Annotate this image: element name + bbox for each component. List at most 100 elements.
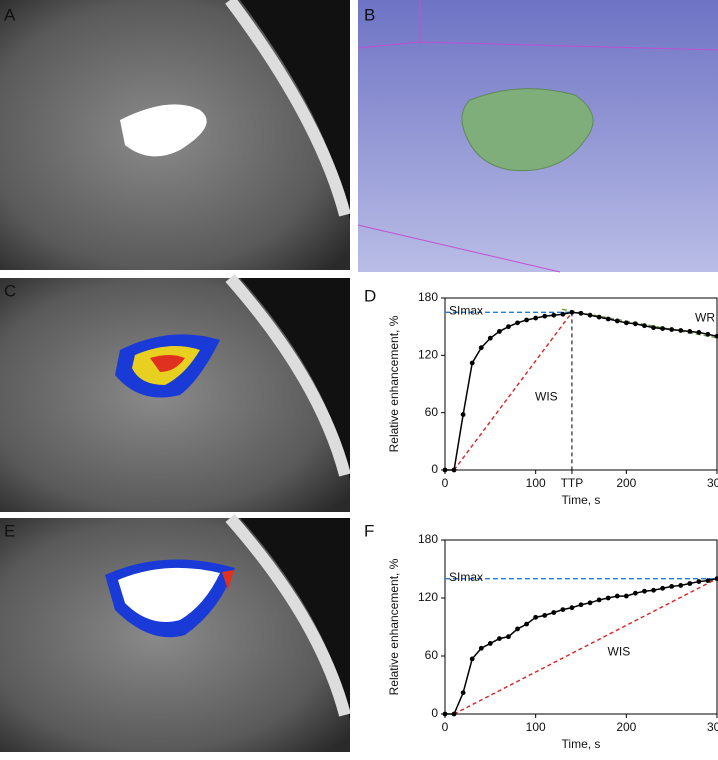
data-point (442, 711, 448, 717)
data-point (524, 317, 529, 323)
data-point (442, 467, 448, 473)
panel-label: E (4, 521, 15, 540)
data-point (596, 314, 602, 320)
data-point (560, 607, 566, 612)
peak-label: SImax (449, 304, 483, 318)
data-point (687, 329, 693, 334)
mri-image (0, 274, 351, 512)
panel-label: F (364, 521, 374, 540)
panel-label: A (4, 5, 16, 24)
data-point (678, 583, 684, 588)
data-line (445, 311, 718, 471)
x-tick-label: 300 (707, 476, 718, 490)
data-point (542, 613, 548, 618)
x-axis-label: Time, s (562, 493, 601, 507)
plot-frame (444, 539, 718, 715)
data-point (633, 590, 638, 596)
data-point (596, 597, 602, 603)
x-axis-label: Time, s (562, 737, 601, 751)
x-tick-label: TTP (561, 476, 584, 490)
data-point (451, 711, 457, 717)
y-axis-label: Relative enhancement, % (387, 558, 401, 695)
y-axis-label: Relative enhancement, % (387, 315, 401, 452)
y-tick-label: 0 (431, 706, 438, 720)
data-point (669, 584, 675, 589)
y-tick-label: 180 (418, 532, 438, 546)
data-point (478, 645, 484, 651)
x-tick-label: 300 (707, 720, 718, 734)
data-point (515, 626, 520, 632)
panel-label: C (4, 281, 16, 300)
data-point (605, 316, 611, 322)
data-point (714, 576, 718, 582)
data-point (696, 330, 702, 335)
data-point (660, 585, 665, 591)
x-tick-label: 0 (442, 720, 449, 734)
y-tick-label: 60 (425, 405, 439, 419)
data-point (506, 324, 511, 330)
peak-label: SImax (449, 570, 483, 584)
data-point (614, 593, 620, 599)
mri-image (0, 514, 351, 752)
wash-in-line (453, 311, 573, 471)
wash-in-label: WIS (608, 645, 631, 659)
y-tick-label: 60 (425, 648, 439, 662)
wash-out-label: WR (695, 310, 715, 324)
data-point (578, 310, 584, 316)
data-point (642, 588, 647, 594)
data-point (560, 311, 566, 317)
data-point (487, 641, 493, 646)
data-point (605, 595, 611, 601)
wash-in-label: WIS (535, 389, 558, 403)
data-point (515, 320, 520, 326)
data-point (587, 600, 593, 606)
data-point (651, 587, 656, 593)
data-point (497, 636, 502, 641)
data-point (614, 318, 620, 324)
data-point (469, 360, 475, 366)
data-point (651, 325, 656, 331)
y-tick-label: 0 (431, 462, 438, 476)
wash-in-line (453, 578, 718, 715)
data-line (445, 577, 718, 715)
data-point (587, 312, 593, 318)
data-point (451, 467, 457, 473)
data-point (460, 690, 466, 696)
data-point (542, 313, 548, 319)
data-point (478, 345, 484, 351)
data-point (533, 614, 539, 620)
data-point (642, 323, 647, 329)
x-tick-label: 0 (442, 476, 449, 490)
data-point (705, 331, 711, 337)
data-point (714, 333, 718, 339)
mri-image (0, 0, 351, 270)
panel-label: B (364, 5, 375, 24)
3d-render (357, 0, 718, 273)
panel-label: D (364, 286, 376, 305)
data-point (469, 656, 475, 662)
data-point (687, 581, 693, 586)
data-point (487, 335, 493, 341)
data-point (578, 602, 584, 608)
x-tick-label: 200 (616, 476, 636, 490)
data-point (506, 634, 511, 640)
y-tick-label: 180 (418, 290, 438, 304)
y-tick-label: 120 (418, 590, 438, 604)
data-point (569, 309, 575, 315)
data-point (696, 579, 702, 584)
data-point (533, 315, 539, 321)
data-point (569, 605, 575, 611)
y-tick-label: 120 (418, 348, 438, 362)
data-point (524, 621, 529, 627)
data-point (678, 328, 684, 333)
data-point (497, 329, 502, 334)
data-point (623, 320, 629, 326)
data-point (551, 312, 557, 318)
data-point (623, 593, 629, 599)
x-tick-label: 100 (526, 720, 546, 734)
data-point (669, 327, 675, 332)
data-point (660, 326, 665, 331)
data-point (551, 610, 557, 615)
x-tick-label: 100 (526, 476, 546, 490)
